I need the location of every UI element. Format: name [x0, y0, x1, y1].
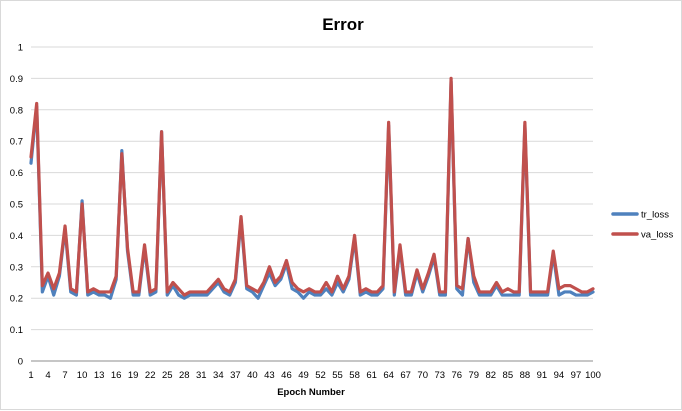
- x-tick-label: 13: [94, 370, 105, 381]
- x-tick-label: 85: [503, 370, 514, 381]
- x-tick-label: 70: [417, 370, 428, 381]
- chart-title: Error: [322, 15, 364, 34]
- legend: tr_loss va_loss: [611, 210, 673, 241]
- y-tick-label: 0.9: [10, 74, 23, 85]
- x-tick-label: 61: [366, 370, 377, 381]
- x-tick-label: 49: [298, 370, 309, 381]
- y-tick-label: 0.1: [10, 325, 23, 336]
- series-lines: [29, 76, 595, 300]
- x-axis-label: Epoch Number: [277, 387, 345, 398]
- axes: 0 0.1 0.2 0.3 0.4 0.5 0.6 0.7 0.8 0.9 1 1 4 7 10 13 16 19…: [10, 43, 601, 382]
- x-tick-label: 67: [400, 370, 411, 381]
- x-tick-label: 7: [62, 370, 67, 381]
- x-tick-label: 94: [554, 370, 565, 381]
- x-tick-label: 64: [383, 370, 394, 381]
- x-tick-label: 73: [434, 370, 445, 381]
- y-tick-label: 1: [18, 43, 23, 54]
- x-tick-label: 88: [520, 370, 531, 381]
- y-tick-label: 0.3: [10, 262, 23, 273]
- y-tick-label: 0.8: [10, 105, 23, 116]
- x-tick-label: 40: [247, 370, 258, 381]
- y-tick-label: 0.4: [10, 231, 23, 242]
- x-tick-label: 82: [486, 370, 497, 381]
- x-tick-label: 55: [332, 370, 343, 381]
- x-tick-label: 31: [196, 370, 207, 381]
- x-tick-label: 43: [264, 370, 275, 381]
- x-tick-label: 19: [128, 370, 139, 381]
- x-tick-label: 76: [451, 370, 462, 381]
- x-tick-label: 91: [537, 370, 548, 381]
- y-tick-label: 0.2: [10, 294, 23, 305]
- y-tick-label: 0: [18, 357, 23, 368]
- x-tick-label: 34: [213, 370, 224, 381]
- x-tick-label: 4: [45, 370, 50, 381]
- x-tick-label: 52: [315, 370, 326, 381]
- x-tick-label: 58: [349, 370, 360, 381]
- x-tick-label: 100: [585, 370, 601, 381]
- x-tick-label: 97: [571, 370, 582, 381]
- x-tick-label: 79: [468, 370, 479, 381]
- y-tick-label: 0.6: [10, 168, 23, 179]
- x-tick-label: 10: [77, 370, 88, 381]
- legend-label: tr_loss: [641, 210, 669, 221]
- x-tick-label: 16: [111, 370, 122, 381]
- x-tick-label: 46: [281, 370, 292, 381]
- y-tick-label: 0.5: [10, 200, 23, 211]
- series-line-va-loss: [29, 76, 595, 297]
- legend-label: va_loss: [641, 230, 673, 241]
- x-tick-label: 25: [162, 370, 173, 381]
- y-tick-label: 0.7: [10, 137, 23, 148]
- x-tick-label: 28: [179, 370, 190, 381]
- x-tick-label: 1: [28, 370, 33, 381]
- x-tick-label: 22: [145, 370, 156, 381]
- x-tick-label: 37: [230, 370, 241, 381]
